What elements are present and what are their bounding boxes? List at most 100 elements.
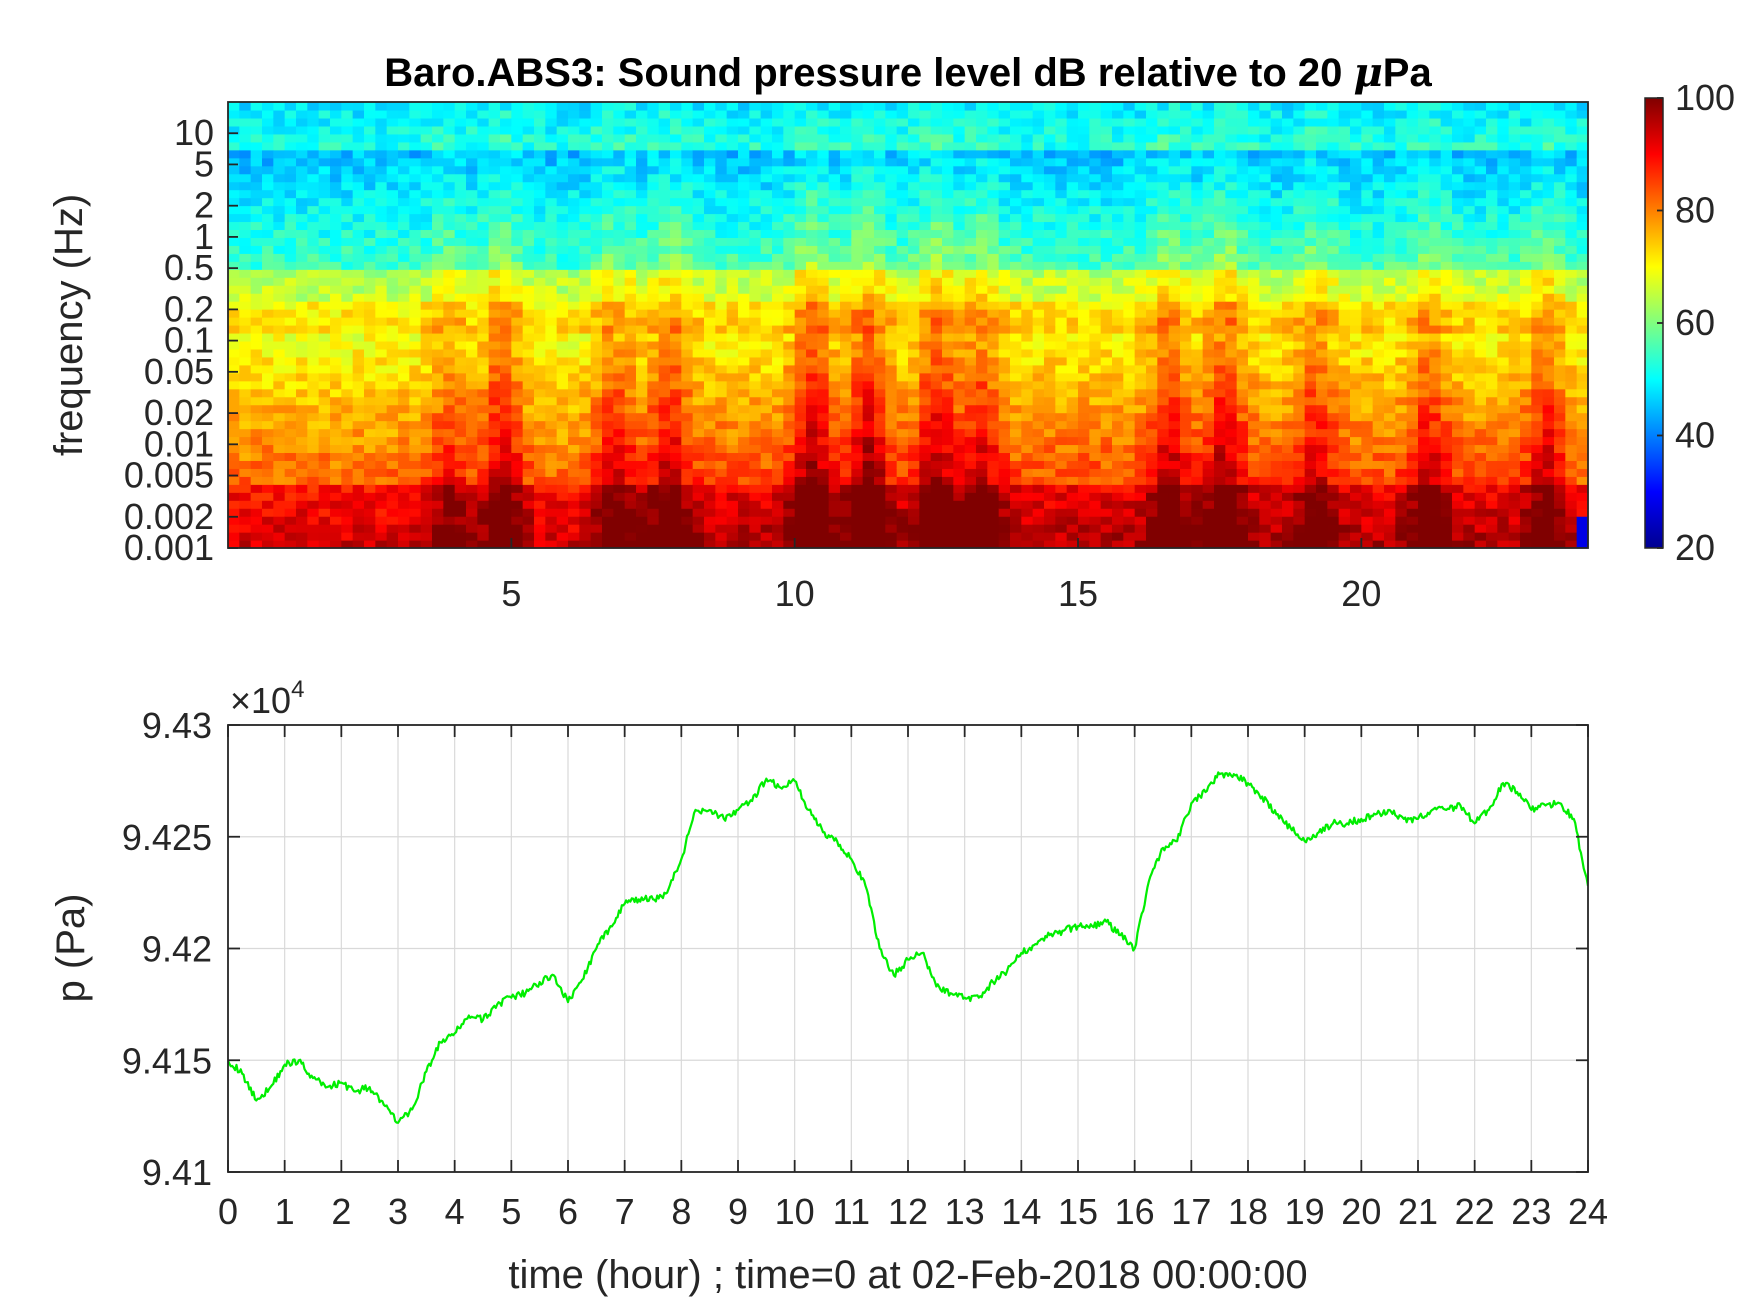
spectrogram-cell <box>375 285 388 294</box>
spectrogram-cell <box>772 309 784 318</box>
spectrogram-cell <box>987 173 1000 183</box>
spectrogram-cell <box>284 364 297 374</box>
spectrogram-cell <box>511 476 524 485</box>
spectrogram-cell <box>579 141 592 151</box>
spectrogram-cell <box>1032 269 1045 278</box>
spectrogram-cell <box>636 468 648 477</box>
spectrogram-cell <box>307 476 320 485</box>
spectrogram-cell <box>840 277 852 286</box>
spectrogram-cell <box>590 325 603 334</box>
spectrogram-cell <box>477 181 490 191</box>
spectrogram-cell <box>1191 253 1204 262</box>
spectrogram-cell <box>806 452 818 461</box>
spectrogram-cell <box>670 261 682 270</box>
spectrogram-cell <box>624 484 637 493</box>
spectrogram-cell <box>658 309 671 318</box>
spectrogram-cell <box>817 285 830 294</box>
spectrogram-cell <box>998 102 1011 111</box>
spectrogram-cell <box>1055 436 1068 446</box>
spectrogram-cell <box>908 117 920 127</box>
spectrogram-cell <box>590 540 603 549</box>
spectrogram-cell <box>511 181 524 191</box>
spectrogram-cell <box>273 197 286 207</box>
spectrogram-cell <box>987 388 1000 398</box>
spectrogram-cell <box>862 285 875 294</box>
spectrogram-cell <box>817 165 830 175</box>
spectrogram-cell <box>1146 109 1158 119</box>
spectrogram-cell <box>874 261 886 270</box>
spectrogram-cell <box>1134 165 1147 175</box>
spectrogram-cell <box>624 125 637 135</box>
spectrogram-cell <box>1180 540 1192 549</box>
spectrogram-cell <box>840 173 852 183</box>
spectrogram-cell <box>1134 117 1147 127</box>
spectrogram-cell <box>1021 165 1034 175</box>
spectrogram-cell <box>488 380 501 390</box>
spectrogram-cell <box>352 125 365 135</box>
spectrogram-cell <box>624 428 637 438</box>
spectrogram-cell <box>500 181 512 191</box>
spectrogram-cell <box>398 356 410 366</box>
spectrogram-cell <box>681 524 694 533</box>
spectrogram-cell <box>964 428 977 438</box>
spectrogram-cell <box>670 253 682 262</box>
spectrogram-cell <box>477 269 490 278</box>
spectrogram-cell <box>239 253 252 262</box>
spectrogram-cell <box>1214 102 1226 111</box>
spectrogram-cell <box>1146 340 1158 350</box>
spectrogram-cell <box>341 340 354 350</box>
spectrogram-cell <box>296 380 308 390</box>
spectrogram-cell <box>647 133 660 143</box>
spectrogram-cell <box>851 452 864 461</box>
spectrogram-cell <box>330 396 342 406</box>
spectrogram-cell <box>250 149 263 159</box>
spectrogram-cell <box>964 317 977 326</box>
spectrogram-cell <box>658 500 671 509</box>
spectrogram-cell <box>987 348 1000 358</box>
spectrogram-cell <box>420 460 433 469</box>
spectrogram-cell <box>896 221 909 231</box>
spectrogram-cell <box>772 197 784 207</box>
spectrogram-cell <box>919 189 932 199</box>
spectrogram-cell <box>681 269 694 278</box>
spectrogram-cell <box>330 109 342 119</box>
spectrogram-cell <box>250 165 263 175</box>
spectrogram-cell <box>590 213 603 223</box>
spectrogram-cell <box>398 277 410 286</box>
spectrogram-cell <box>1168 540 1181 549</box>
spectrogram-cell <box>488 221 501 231</box>
spectrogram-cell <box>1055 189 1068 199</box>
spectrogram-cell <box>919 133 932 143</box>
spectrogram-cell <box>250 102 263 111</box>
spectrogram-cell <box>670 372 682 382</box>
spectrogram-cell <box>919 173 932 183</box>
spectrogram-cell <box>885 205 898 215</box>
spectrogram-cell <box>1010 213 1022 223</box>
spectrogram-cell <box>828 356 841 366</box>
spectrogram-cell <box>500 125 512 135</box>
spectrogram-cell <box>1146 388 1158 398</box>
spectrogram-cell <box>409 436 422 446</box>
spectrogram-cell <box>250 309 263 318</box>
spectrogram-cell <box>296 109 308 119</box>
spectrogram-cell <box>1044 396 1056 406</box>
spectrogram-cell <box>454 149 467 159</box>
spectrogram-cell <box>307 261 320 270</box>
spectrogram-cell <box>477 173 490 183</box>
spectrogram-cell <box>1214 404 1226 414</box>
spectrogram-cell <box>726 388 739 398</box>
spectrogram-cell <box>715 436 728 446</box>
spectrogram-cell <box>919 301 932 310</box>
spectrogram-cell <box>239 388 252 398</box>
spectrogram-cell <box>534 149 546 159</box>
spectrogram-cell <box>1078 141 1090 151</box>
spectrogram-cell <box>624 102 637 111</box>
spectrogram-cell <box>386 253 399 262</box>
spectrogram-cell <box>239 468 252 477</box>
spectrogram-cell <box>454 452 467 461</box>
spectrogram-cell <box>1010 452 1022 461</box>
spectrogram-cell <box>330 173 342 183</box>
spectrogram-cell <box>942 412 954 422</box>
spectrogram-cell <box>522 293 535 302</box>
spectrogram-cell <box>953 309 966 318</box>
